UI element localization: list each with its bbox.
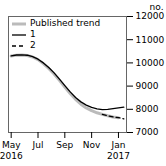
svg-text:no.: no. [150,2,164,12]
svg-text:2016: 2016 [0,151,23,161]
svg-text:10000: 10000 [136,58,165,68]
svg-text:11000: 11000 [136,35,165,45]
svg-text:Jul: Jul [32,140,44,150]
svg-text:Jan: Jan [111,140,126,150]
svg-text:9000: 9000 [136,81,159,91]
svg-text:Nov: Nov [83,140,101,150]
svg-text:May: May [2,140,21,150]
svg-text:2017: 2017 [107,151,130,161]
html-text:Published trend: Published trend [30,18,101,28]
svg-text:12000: 12000 [136,11,165,21]
svg-text:Sep: Sep [56,140,73,150]
html-text:1: 1 [30,29,36,39]
html-text:2: 2 [30,40,36,50]
svg-text:8000: 8000 [136,104,159,114]
svg-text:7000: 7000 [136,127,159,137]
